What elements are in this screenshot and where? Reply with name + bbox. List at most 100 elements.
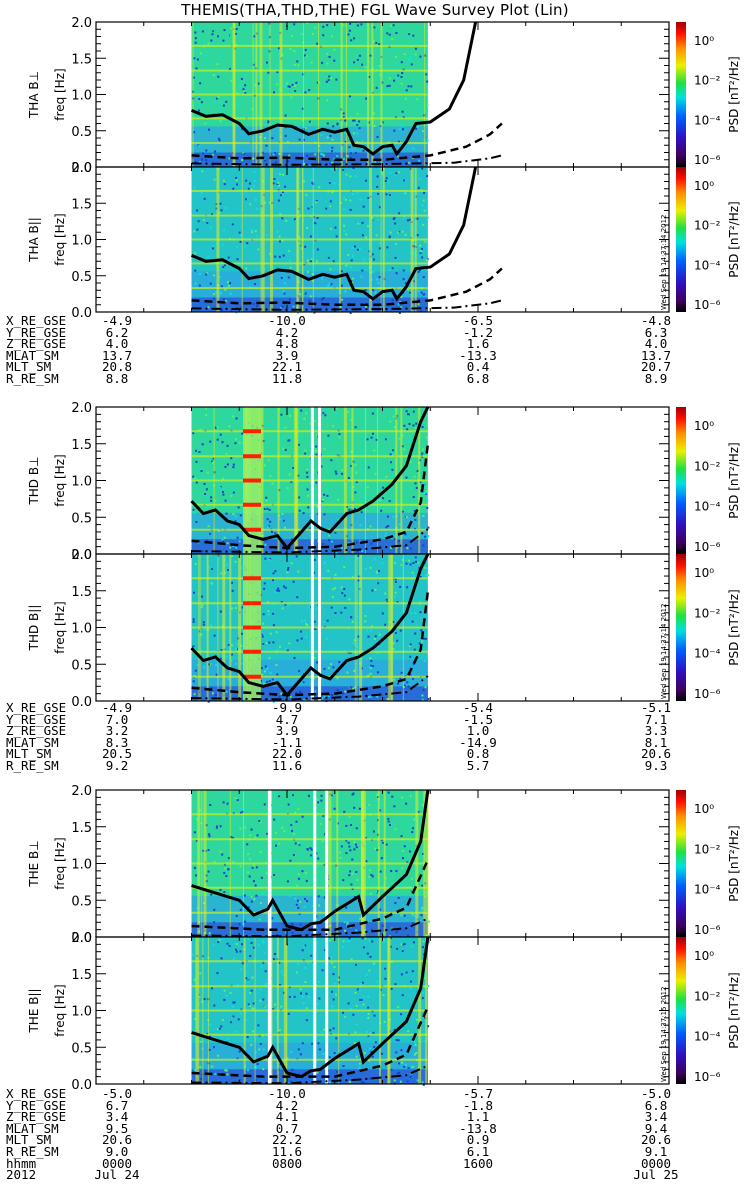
orbit-value: 9.1 — [644, 1144, 668, 1159]
orbit-value: 1.6 — [466, 336, 490, 352]
probe-the-panels: 0.0 0.5 1.0 1.5 2.0 THE B⊥ freq [Hz] 10⁰ 10⁻² 10⁻… — [27, 784, 741, 1093]
orbit-value: 4.1 — [275, 1109, 299, 1125]
orbit-value: -13.8 — [459, 1120, 497, 1136]
generation-timestamp: Wed Sep 19 14:37:14 2012 — [660, 603, 668, 699]
spectrogram-image — [191, 554, 430, 703]
dashdot-curve — [191, 1064, 429, 1084]
gyrofrequency-solid-curve — [190, 554, 430, 698]
dashed-curve — [191, 859, 430, 931]
orbit-value: 9.4 — [644, 1120, 668, 1136]
orbit-value: -5.0 — [640, 1086, 672, 1101]
orbit-parameter-name: Z_RE_GSE — [6, 336, 67, 352]
freq-axis-label: freq [Hz] — [53, 454, 67, 506]
orbit-parameter-name: Z_RE_GSE — [6, 723, 67, 739]
y-tick-label: 0.0 — [71, 931, 92, 946]
y-tick-label: 1.5 — [71, 438, 92, 453]
orbit-value: 6.3 — [644, 324, 668, 340]
colorbar-label: PSD [nT²/Hz] — [727, 589, 741, 665]
y-tick-label: 0.5 — [71, 125, 92, 140]
panel-ylabel: THA B⊥ — [27, 71, 41, 119]
freq-axis-label: freq [Hz] — [53, 68, 67, 120]
colorbar-label: PSD [nT²/Hz] — [727, 972, 741, 1048]
y-tick-label: 1.0 — [71, 622, 92, 637]
orbit-value: 22.0 — [271, 746, 303, 762]
y-tick-label: 0.0 — [71, 306, 92, 321]
orbit-value: 8.8 — [105, 371, 129, 386]
colorbar-tick-label: 10⁻⁴ — [694, 500, 721, 514]
spectrogram-image — [191, 407, 430, 556]
y-tick-label: 1.5 — [71, 968, 92, 983]
orbit-row: Y_RE_GSE 7.0 4.7 -1.5 7.1 — [0, 711, 750, 727]
orbit-value: Jul 24 — [94, 1167, 140, 1183]
y-tick-label: 2.0 — [71, 161, 92, 176]
probe-thd-panels: 0.0 0.5 1.0 1.5 2.0 THD B⊥ freq [Hz] 10⁰ 10⁻² 10⁻… — [27, 401, 741, 710]
dashed-curve — [191, 122, 503, 162]
orbit-value: 0.9 — [466, 1132, 490, 1148]
y-tick-label: 0.0 — [71, 1078, 92, 1093]
colorbar-tick-label: 10⁰ — [694, 802, 714, 816]
orbit-value: 8.3 — [105, 734, 129, 750]
colorbar-tick-label: 10⁻⁶ — [694, 153, 721, 167]
orbit-row: Z_RE_GSE 3.2 3.9 1.0 3.3 — [0, 725, 750, 737]
dashed-curve — [191, 1006, 430, 1078]
orbit-value: 22.2 — [271, 1132, 303, 1148]
data-gap — [310, 407, 314, 554]
orbit-parameter-name: MLAT_SM — [6, 734, 59, 750]
orbit-value: 9.2 — [105, 758, 129, 773]
orbit-value: 6.8 — [644, 1097, 668, 1113]
orbit-value: 7.0 — [105, 711, 129, 727]
orbit-row: X_RE_GSE -4.9 -10.0 -6.5 -4.8 — [0, 314, 750, 327]
orbit-value: 0000 — [640, 1155, 672, 1171]
orbit-value: 0000 — [101, 1155, 133, 1171]
orbit-value: 11.6 — [271, 1144, 303, 1159]
data-gap — [267, 790, 272, 937]
gyrofrequency-solid-curve — [190, 407, 430, 551]
orbit-value: 3.2 — [105, 723, 129, 739]
dashdot-curve — [191, 528, 429, 554]
panel-ylabel: THE B⊥ — [27, 840, 41, 887]
orbit-value: 6.7 — [105, 1097, 129, 1113]
orbit-row: MLT_SM 20.6 22.2 0.9 20.6 — [0, 1134, 750, 1146]
data-gap — [325, 937, 329, 1084]
colorbar-tick-label: 10⁻² — [694, 606, 721, 620]
spectrogram-image — [191, 167, 429, 314]
colorbar-tick-label: 10⁻⁴ — [694, 647, 721, 661]
gyrofrequency-solid-curve — [190, 167, 478, 302]
orbit-value: 11.8 — [271, 371, 303, 386]
orbit-row: R_RE_SM 8.8 11.8 6.8 8.9 — [0, 371, 750, 386]
orbit-row: MLT_SM 20.8 22.1 0.4 20.7 — [0, 361, 750, 373]
orbit-value: 7.1 — [644, 711, 668, 727]
data-gap — [267, 937, 272, 1084]
spectrogram-image — [191, 937, 430, 1086]
orbit-value: 22.1 — [271, 359, 303, 375]
y-tick-label: 2.0 — [71, 548, 92, 563]
freq-axis-label: freq [Hz] — [53, 601, 67, 653]
orbit-row: X_RE_GSE -5.0 -10.0 -5.7 -5.0 — [0, 1086, 750, 1101]
dashed-curve — [191, 443, 430, 550]
colorbar-tick-label: 10⁰ — [694, 419, 714, 433]
data-gap — [313, 790, 317, 937]
orbit-value: 4.2 — [275, 324, 299, 340]
orbit-row: X_RE_GSE -4.9 -9.9 -5.4 -5.1 — [0, 700, 750, 715]
y-tick-label: 0.5 — [71, 658, 92, 673]
orbit-value: 0.4 — [466, 359, 490, 375]
dashdot-curve — [191, 917, 429, 937]
orbit-value: 6.8 — [466, 371, 490, 386]
orbit-value: 4.2 — [275, 1097, 299, 1113]
orbit-value: 20.6 — [640, 1132, 672, 1148]
colorbar: 10⁰ 10⁻² 10⁻⁴ 10⁻⁶ PSD [nT²/Hz] — [676, 22, 741, 167]
spectrogram-panel: 0.0 0.5 1.0 1.5 2.0 THD B⊥ freq [Hz] 10⁰ 10⁻² 10⁻… — [27, 401, 741, 563]
colorbar-label: PSD [nT²/Hz] — [727, 442, 741, 518]
orbit-parameter-name: R_RE_SM — [6, 758, 59, 773]
spectrogram-panel: 0.0 0.5 1.0 1.5 2.0 THA B⊥ freq [Hz] 10⁰ 10⁻² 10⁻… — [27, 16, 741, 176]
generation-timestamp: Wed Sep 19 14:37:14 2012 — [660, 214, 668, 310]
spectrogram-image — [191, 790, 430, 939]
y-tick-label: 2.0 — [71, 784, 92, 799]
orbit-parameter-name: Z_RE_GSE — [6, 1109, 67, 1125]
orbit-row: R_RE_SM 9.0 11.6 6.1 9.1 — [0, 1144, 750, 1159]
colorbar: 10⁰ 10⁻² 10⁻⁴ 10⁻⁶ PSD [nT²/Hz] — [676, 407, 741, 554]
orbit-value: -5.4 — [462, 700, 494, 715]
orbit-value: 9.3 — [644, 758, 668, 773]
